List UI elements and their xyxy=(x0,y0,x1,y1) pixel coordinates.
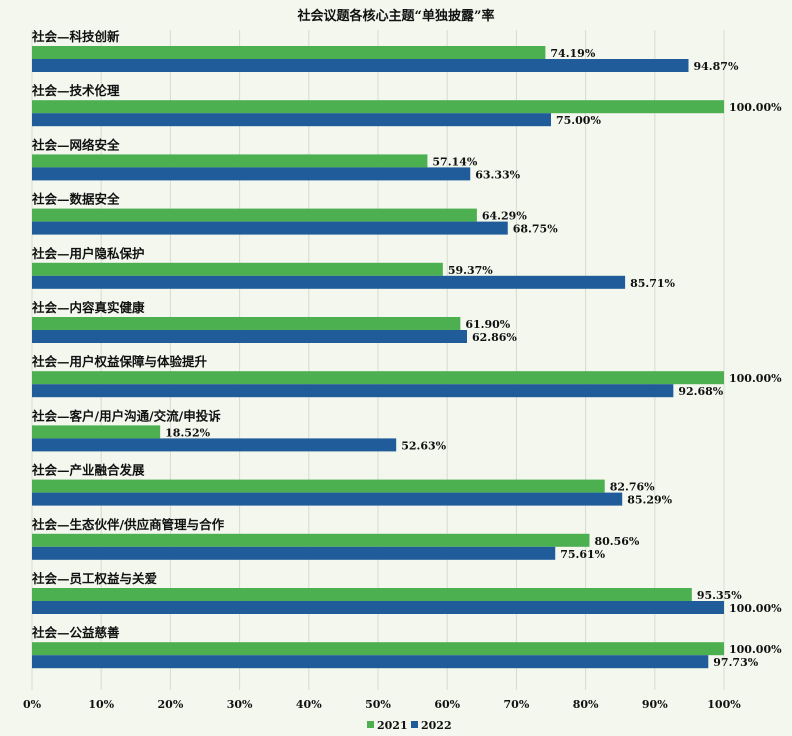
category-label: 社会—产业融合发展 xyxy=(31,463,145,478)
data-label: 100.00% xyxy=(729,602,782,615)
bar-2022 xyxy=(32,167,471,181)
x-tick-label: 10% xyxy=(88,698,114,711)
bar-2021 xyxy=(32,46,546,59)
data-label: 82.76% xyxy=(610,481,655,494)
bar-2021 xyxy=(32,208,477,222)
legend-label: 2022 xyxy=(421,719,452,732)
data-label: 62.86% xyxy=(472,331,517,344)
bar-2022 xyxy=(32,221,508,235)
x-tick-label: 100% xyxy=(707,698,741,711)
data-label: 64.29% xyxy=(482,210,527,223)
bar-2022 xyxy=(32,384,674,398)
bar-2021 xyxy=(32,317,461,330)
data-label: 18.52% xyxy=(165,426,210,439)
data-label: 61.90% xyxy=(465,318,510,331)
x-tick-label: 0% xyxy=(23,698,42,711)
bar-2022 xyxy=(32,546,556,560)
data-label: 85.29% xyxy=(627,494,672,507)
x-axis-ticks: 0% 10% 20% 30% 40% 50% 60% 70% 80% 90% 100% xyxy=(23,698,741,711)
legend-swatch xyxy=(367,721,374,728)
category-labels: 社会—科技创新社会—技术伦理社会—网络安全社会—数据安全社会—用户隐私保护社会—… xyxy=(31,29,225,640)
category-label: 社会—数据安全 xyxy=(31,192,120,207)
bar-2021 xyxy=(32,588,692,601)
category-label: 社会—网络安全 xyxy=(31,137,120,152)
category-label: 社会—技术伦理 xyxy=(31,83,120,98)
legend: 2021 2022 xyxy=(367,719,452,732)
category-label: 社会—内容真实健康 xyxy=(31,300,145,315)
bar-2022 xyxy=(32,655,709,669)
bar-2022 xyxy=(32,601,724,614)
x-tick-label: 40% xyxy=(296,698,322,711)
gridlines xyxy=(31,30,725,690)
data-label: 100.00% xyxy=(729,643,782,656)
data-label: 74.19% xyxy=(550,47,595,60)
bar-2021 xyxy=(32,154,428,168)
bar-2021 xyxy=(32,100,724,114)
category-label: 社会—员工权益与关爱 xyxy=(31,571,158,586)
x-tick-label: 70% xyxy=(504,698,530,711)
data-label: 94.87% xyxy=(694,60,739,73)
category-label: 社会—科技创新 xyxy=(31,29,120,44)
data-label: 59.37% xyxy=(448,264,493,277)
bar-2022 xyxy=(32,59,689,72)
data-label: 68.75% xyxy=(513,223,558,236)
x-tick-label: 20% xyxy=(158,698,184,711)
category-label: 社会—公益慈善 xyxy=(31,625,120,640)
bar-2021 xyxy=(32,262,443,276)
bar-2022 xyxy=(32,492,623,506)
bar-2022 xyxy=(32,438,397,452)
legend-label: 2021 xyxy=(377,719,408,732)
data-label: 57.14% xyxy=(432,155,477,168)
data-label: 63.33% xyxy=(475,168,520,181)
data-label: 75.61% xyxy=(560,548,605,561)
data-label: 80.56% xyxy=(594,535,639,548)
bars: 74.19% 94.87% 100.00% 75.00% 57.14%63.33% 64.… xyxy=(32,46,782,669)
data-label: 52.63% xyxy=(401,439,446,452)
data-label: 100.00% xyxy=(729,101,782,114)
data-label: 95.35% xyxy=(697,589,742,602)
category-label: 社会—客户/用户沟通/交流/申投诉 xyxy=(31,408,221,423)
x-tick-label: 80% xyxy=(573,698,599,711)
bar-2021 xyxy=(32,642,724,656)
category-label: 社会—用户隐私保护 xyxy=(31,246,145,261)
legend-swatch xyxy=(411,721,418,728)
category-label: 社会—生态伙伴/供应商管理与合作 xyxy=(31,517,225,532)
bar-2022 xyxy=(32,330,467,343)
bar-2022 xyxy=(32,113,551,127)
bar-2021 xyxy=(32,533,590,547)
bar-2022 xyxy=(32,275,626,289)
bar-2021 xyxy=(32,371,724,385)
data-label: 92.68% xyxy=(678,385,723,398)
x-tick-label: 90% xyxy=(642,698,668,711)
bar-2021 xyxy=(32,479,605,493)
data-label: 97.73% xyxy=(713,656,758,669)
data-label: 85.71% xyxy=(630,277,675,290)
category-label: 社会—用户权益保障与体验提升 xyxy=(31,354,208,369)
data-label: 100.00% xyxy=(729,372,782,385)
x-tick-label: 50% xyxy=(365,698,391,711)
x-tick-label: 60% xyxy=(434,698,460,711)
bar-2021 xyxy=(32,425,161,439)
data-label: 75.00% xyxy=(556,114,601,127)
chart-title: 社会议题各核心主题“单独披露”率 xyxy=(297,8,495,24)
x-tick-label: 30% xyxy=(227,698,253,711)
